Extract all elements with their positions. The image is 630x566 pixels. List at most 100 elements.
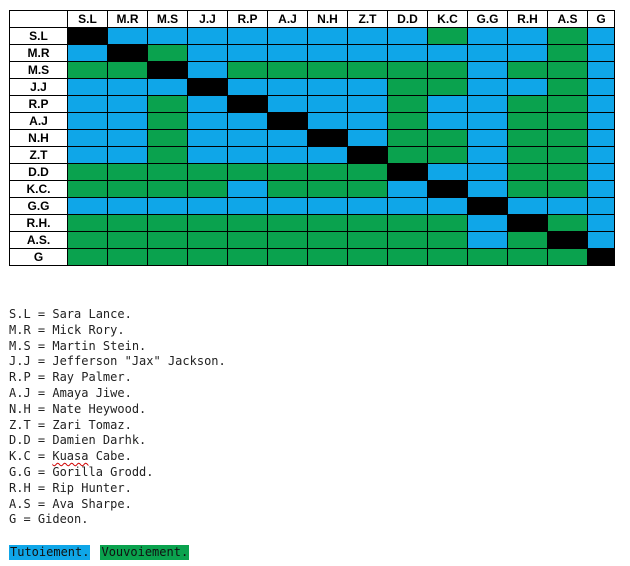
row-header: G xyxy=(9,248,68,266)
matrix-cell-vouvoiement xyxy=(427,78,468,96)
matrix-cell-vouvoiement xyxy=(427,129,468,147)
matrix-cell-tutoiement xyxy=(467,44,508,62)
matrix-cell-tutoiement xyxy=(467,180,508,198)
legend-line: G = Gideon. xyxy=(9,512,89,527)
matrix-cell-vouvoiement xyxy=(227,61,268,79)
matrix-corner xyxy=(9,10,68,28)
matrix-cell-vouvoiement xyxy=(507,180,548,198)
matrix-cell-tutoiement xyxy=(187,197,228,215)
matrix-cell-vouvoiement xyxy=(147,231,188,249)
matrix-cell-diagonal xyxy=(67,27,108,45)
matrix-cell-vouvoiement xyxy=(507,248,548,266)
matrix-cell-tutoiement xyxy=(587,197,615,215)
matrix-cell-tutoiement xyxy=(107,27,148,45)
matrix-cell-tutoiement xyxy=(347,129,388,147)
column-header: D.D xyxy=(387,10,428,28)
matrix-cell-tutoiement xyxy=(227,180,268,198)
matrix-row: M.S xyxy=(9,61,615,79)
legend-line: J.J = Jefferson "Jax" Jackson. xyxy=(9,354,226,369)
matrix-cell-vouvoiement xyxy=(547,27,588,45)
matrix-cell-vouvoiement xyxy=(387,112,428,130)
row-header: M.S xyxy=(9,61,68,79)
matrix-row: J.J xyxy=(9,78,615,96)
matrix-cell-vouvoiement xyxy=(307,163,348,181)
matrix-cell-vouvoiement xyxy=(347,214,388,232)
matrix-cell-tutoiement xyxy=(267,44,308,62)
matrix-cell-vouvoiement xyxy=(427,61,468,79)
row-header: A.J xyxy=(9,112,68,130)
matrix-cell-vouvoiement xyxy=(147,146,188,164)
matrix-cell-tutoiement xyxy=(387,27,428,45)
matrix-cell-tutoiement xyxy=(67,44,108,62)
matrix-cell-diagonal xyxy=(307,129,348,147)
row-header: K.C. xyxy=(9,180,68,198)
matrix-cell-tutoiement xyxy=(467,95,508,113)
matrix-cell-tutoiement xyxy=(187,112,228,130)
matrix-cell-vouvoiement xyxy=(507,231,548,249)
matrix-cell-tutoiement xyxy=(107,112,148,130)
matrix-row: R.H. xyxy=(9,214,615,232)
legend-line: A.S = Ava Sharpe. xyxy=(9,496,132,511)
matrix-cell-tutoiement xyxy=(427,44,468,62)
legend-line: N.H = Nate Heywood. xyxy=(9,401,147,416)
matrix-cell-tutoiement xyxy=(467,112,508,130)
matrix-cell-vouvoiement xyxy=(347,163,388,181)
matrix-cell-vouvoiement xyxy=(547,129,588,147)
matrix-cell-tutoiement xyxy=(267,95,308,113)
matrix-cell-vouvoiement xyxy=(507,112,548,130)
row-header: R.P xyxy=(9,95,68,113)
row-header: S.L xyxy=(9,27,68,45)
matrix-cell-tutoiement xyxy=(427,197,468,215)
matrix-cell-vouvoiement xyxy=(547,78,588,96)
matrix-cell-tutoiement xyxy=(107,197,148,215)
matrix-cell-tutoiement xyxy=(67,95,108,113)
matrix-cell-tutoiement xyxy=(467,27,508,45)
row-header: A.S. xyxy=(9,231,68,249)
matrix-cell-tutoiement xyxy=(347,44,388,62)
matrix-cell-vouvoiement xyxy=(67,180,108,198)
column-header: A.J xyxy=(267,10,308,28)
row-header: Z.T xyxy=(9,146,68,164)
matrix-cell-tutoiement xyxy=(307,78,348,96)
matrix-cell-vouvoiement xyxy=(267,61,308,79)
matrix-cell-tutoiement xyxy=(347,95,388,113)
matrix-cell-vouvoiement xyxy=(147,112,188,130)
matrix-cell-vouvoiement xyxy=(67,61,108,79)
matrix-cell-vouvoiement xyxy=(67,163,108,181)
matrix-cell-tutoiement xyxy=(107,146,148,164)
matrix-cell-vouvoiement xyxy=(547,61,588,79)
matrix-cell-vouvoiement xyxy=(227,231,268,249)
matrix-cell-tutoiement xyxy=(107,95,148,113)
matrix-cell-vouvoiement xyxy=(147,95,188,113)
matrix-cell-tutoiement xyxy=(547,197,588,215)
matrix-cell-tutoiement xyxy=(587,95,615,113)
matrix-cell-tutoiement xyxy=(467,163,508,181)
matrix-cell-vouvoiement xyxy=(547,146,588,164)
matrix-cell-tutoiement xyxy=(147,27,188,45)
matrix-cell-tutoiement xyxy=(147,197,188,215)
matrix-cell-tutoiement xyxy=(507,78,548,96)
matrix-row: G.G xyxy=(9,197,615,215)
matrix-cell-tutoiement xyxy=(187,129,228,147)
matrix-row: D.D xyxy=(9,163,615,181)
matrix-cell-vouvoiement xyxy=(267,163,308,181)
matrix-cell-tutoiement xyxy=(227,27,268,45)
column-header: N.H xyxy=(307,10,348,28)
matrix-cell-tutoiement xyxy=(467,146,508,164)
matrix-cell-diagonal xyxy=(107,44,148,62)
matrix-cell-vouvoiement xyxy=(147,163,188,181)
matrix-row: G xyxy=(9,248,615,266)
column-header: S.L xyxy=(67,10,108,28)
matrix-cell-vouvoiement xyxy=(187,231,228,249)
matrix-row: R.P xyxy=(9,95,615,113)
matrix-cell-tutoiement xyxy=(307,44,348,62)
matrix-cell-vouvoiement xyxy=(267,248,308,266)
matrix-cell-tutoiement xyxy=(267,78,308,96)
abbreviation-legend: S.L = Sara Lance. M.R = Mick Rory. M.S = M… xyxy=(9,307,226,528)
matrix-cell-tutoiement xyxy=(507,44,548,62)
matrix-cell-vouvoiement xyxy=(267,180,308,198)
matrix-cell-vouvoiement xyxy=(347,180,388,198)
matrix-cell-vouvoiement xyxy=(387,95,428,113)
matrix-cell-tutoiement xyxy=(587,78,615,96)
row-header: J.J xyxy=(9,78,68,96)
